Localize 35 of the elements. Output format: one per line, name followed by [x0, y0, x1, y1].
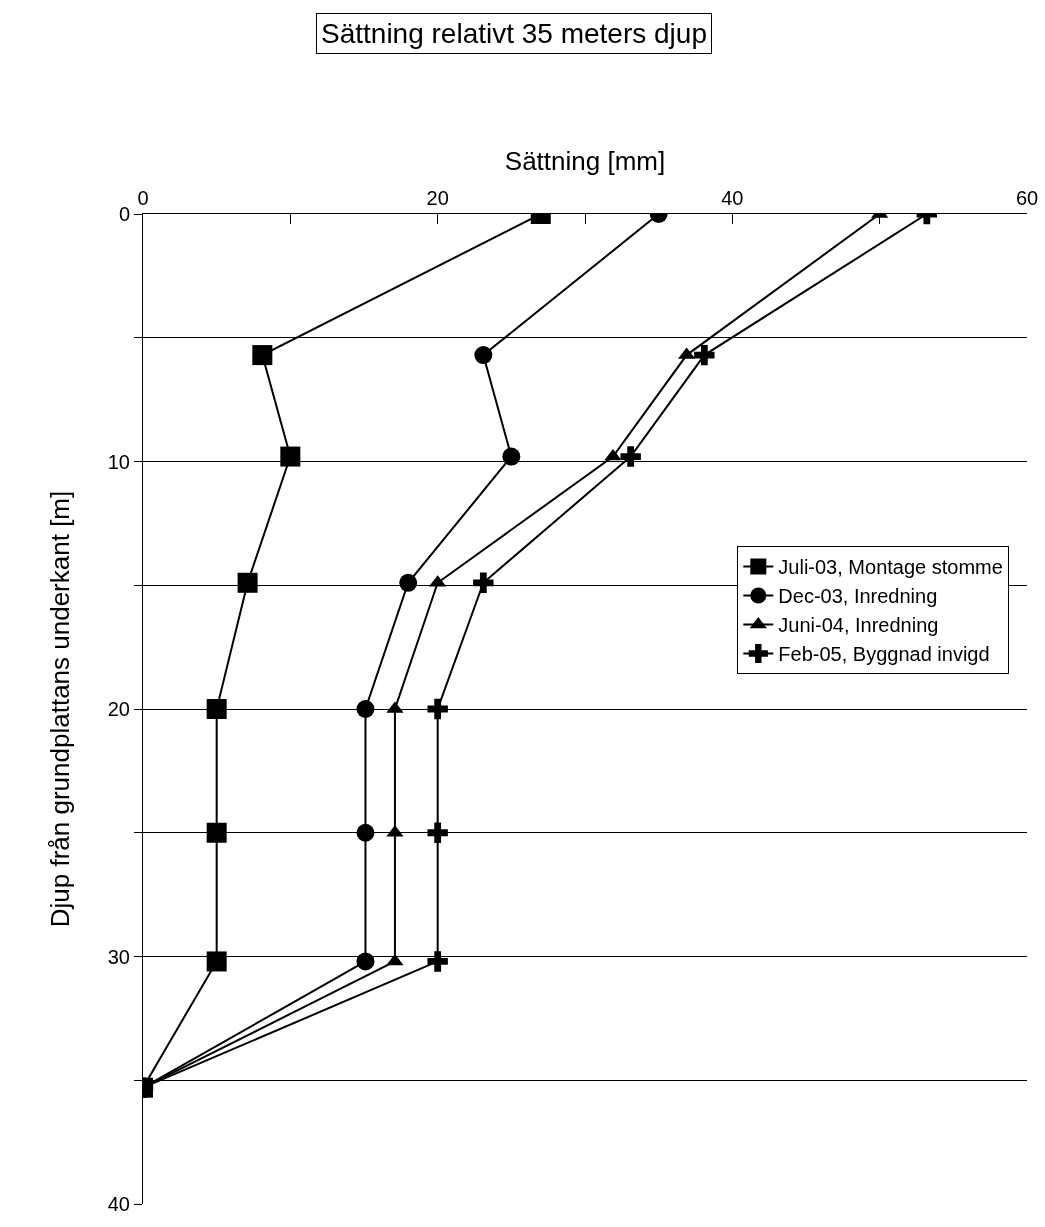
point: [356, 700, 375, 718]
point: [206, 822, 227, 843]
legend-label: Feb-05, Byggnad invigd: [778, 643, 990, 666]
y-axis-title: Djup från grundplattans underkant [m]: [45, 490, 76, 928]
point: [620, 446, 641, 467]
x-tick-label: 60: [1015, 187, 1039, 209]
point: [280, 446, 301, 467]
point: [427, 951, 448, 972]
point: [237, 572, 258, 593]
x-tick-label: 20: [426, 187, 449, 209]
point: [386, 953, 404, 966]
legend-label: Juni-04, Inredning: [778, 614, 939, 637]
y-tick-label: 10: [107, 450, 130, 473]
point: [356, 952, 375, 971]
point: [399, 573, 418, 592]
y-tick-label: 40: [107, 1193, 130, 1215]
y-tick-label: 0: [118, 203, 130, 225]
point: [206, 699, 227, 719]
x-tick-label: 40: [721, 187, 744, 209]
y-tick-label: 20: [107, 698, 130, 720]
point: [356, 823, 375, 842]
x-axis-title: Sättning [mm]: [504, 146, 666, 177]
x-tick-label: 0: [137, 187, 149, 209]
y-tick-label: 30: [107, 945, 130, 968]
point: [427, 822, 448, 843]
legend-label: Juli-03, Montage stomme: [778, 556, 1003, 579]
point: [694, 344, 715, 366]
chart-title: Sättning relativt 35 meters djup: [321, 18, 707, 49]
point: [206, 951, 227, 972]
point: [473, 572, 494, 593]
legend-label: Dec-03, Inredning: [778, 585, 938, 608]
point: [502, 447, 521, 466]
point: [474, 346, 493, 365]
point: [427, 698, 448, 720]
point: [252, 345, 273, 366]
